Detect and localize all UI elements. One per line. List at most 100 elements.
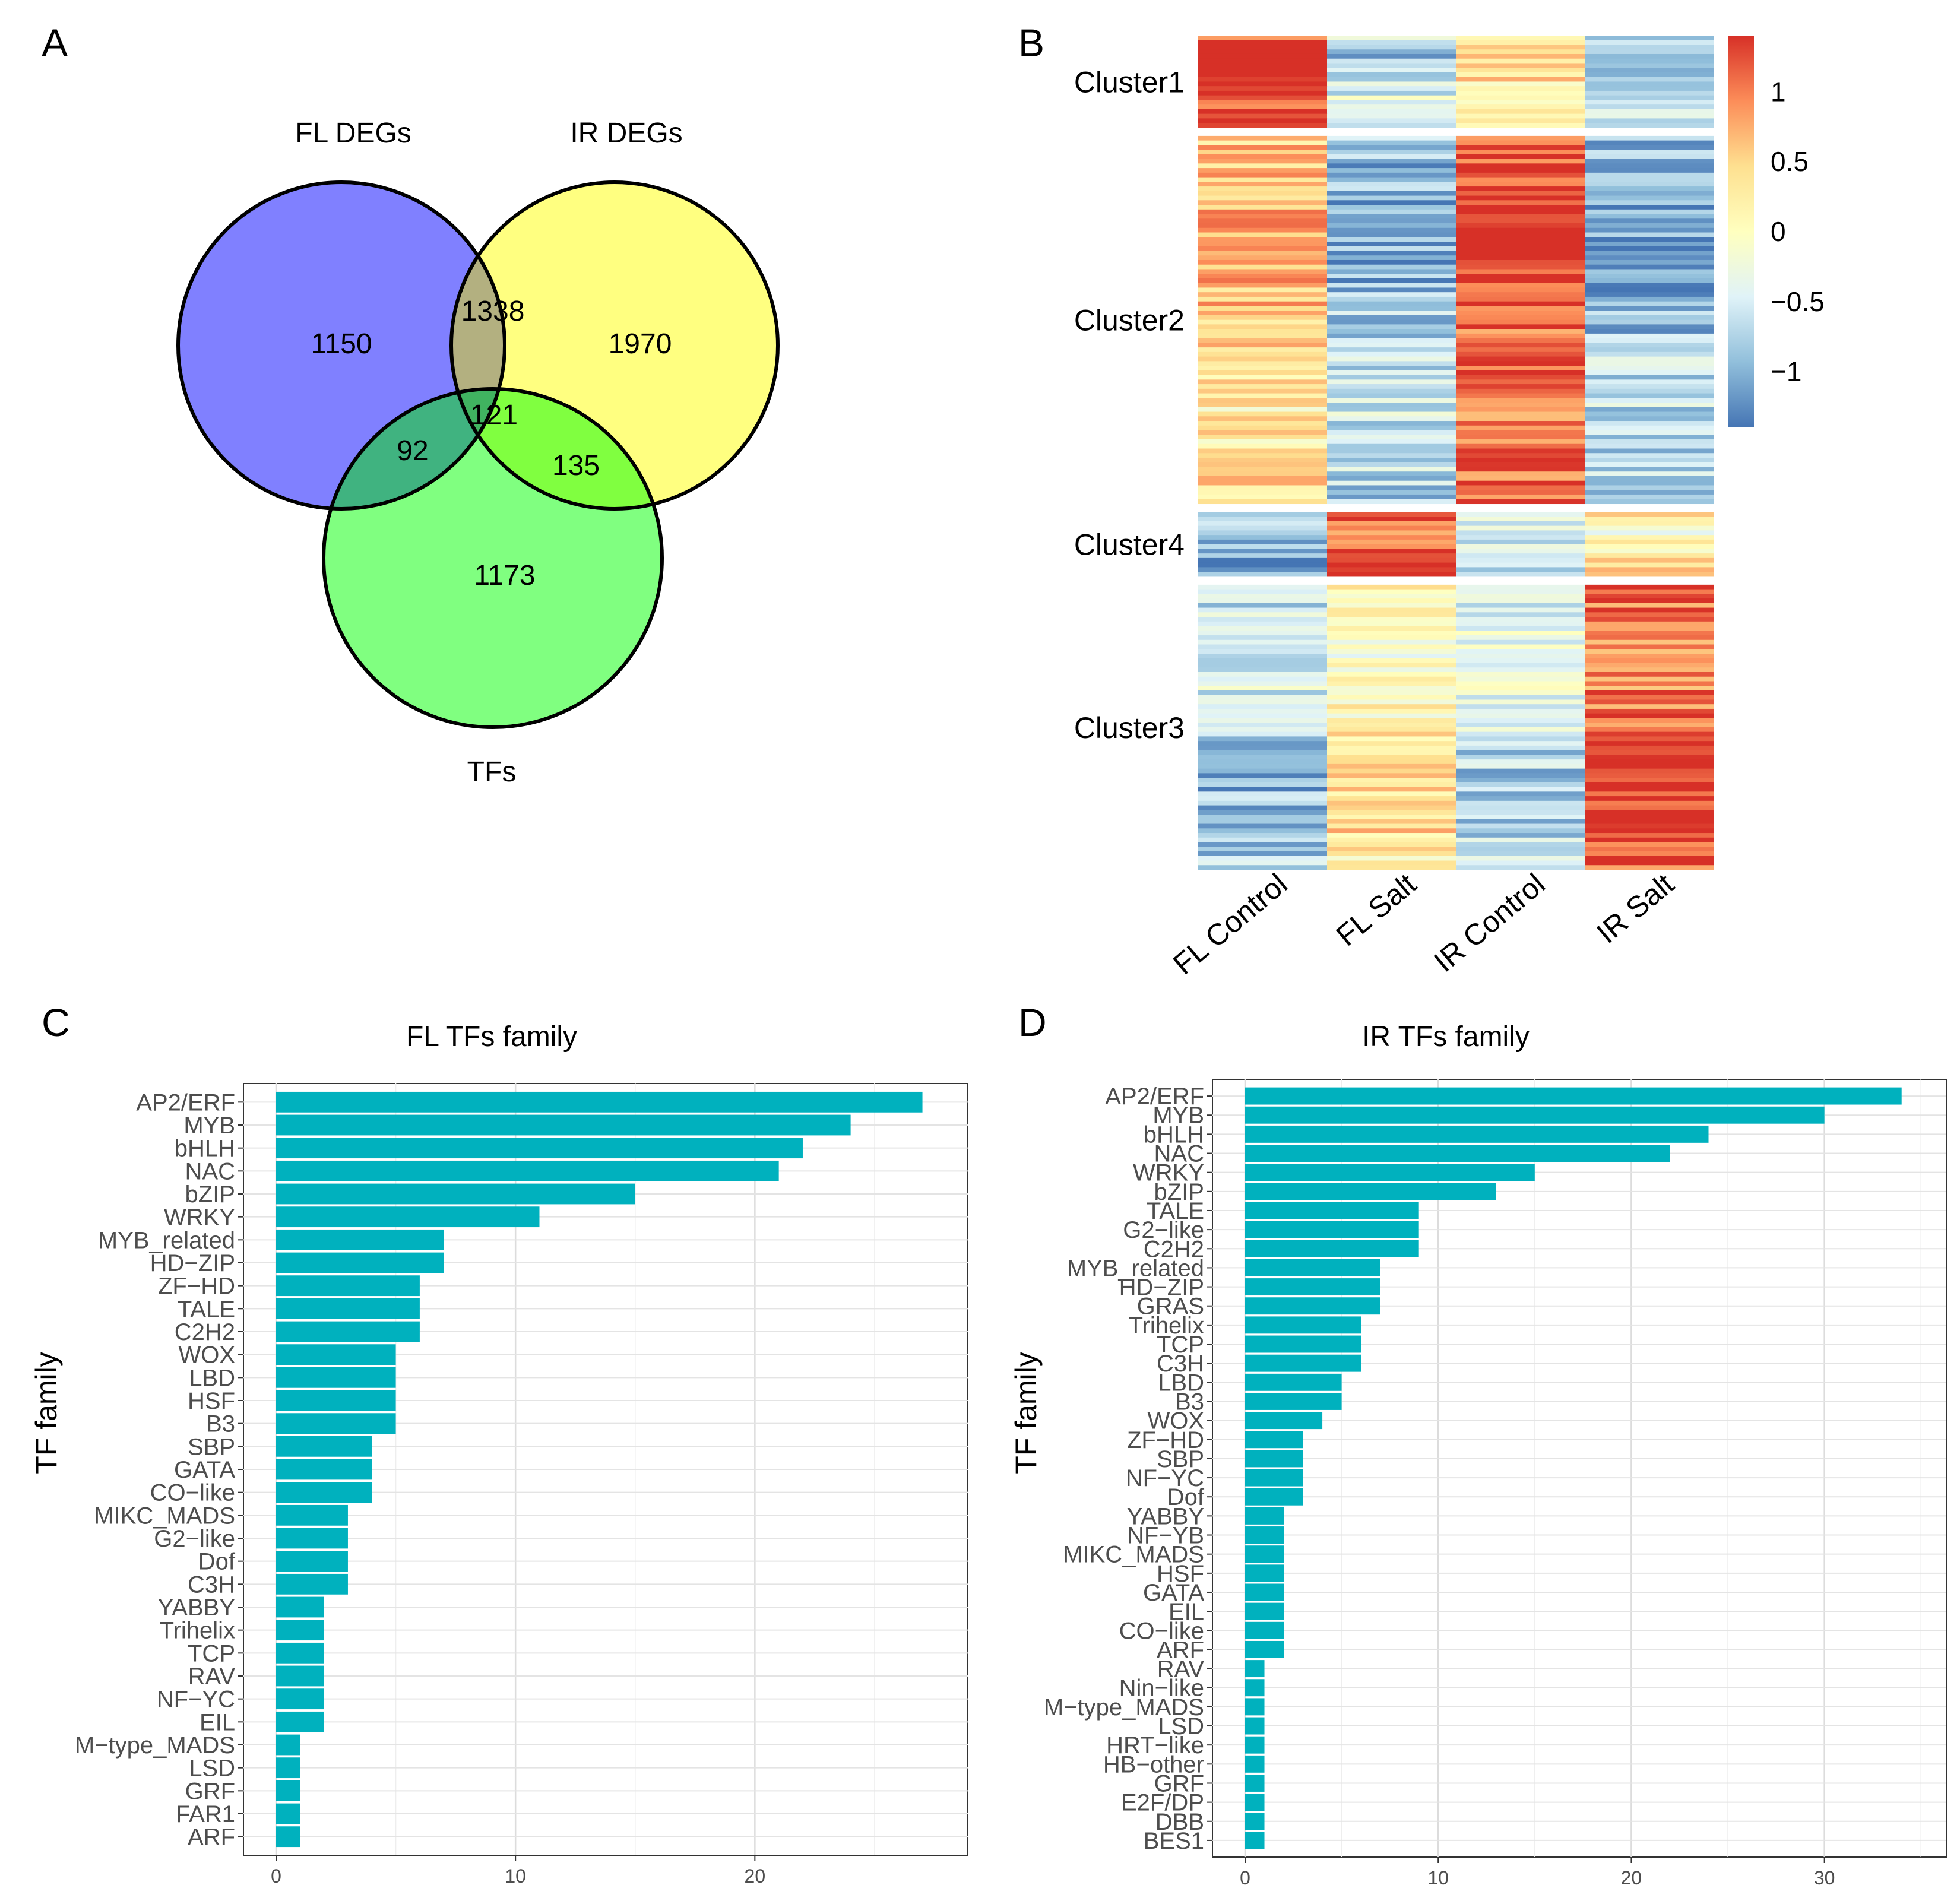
fl-bar-trihelix [276,1620,324,1641]
fl-bar-arf [276,1826,300,1848]
colorbar-gradient [1728,36,1754,427]
ir-category-label: RAV [1157,1656,1205,1683]
fl-category-label: EIL [200,1709,235,1735]
fl-category-label: SBP [188,1434,235,1460]
ir-category-label: DBB [1155,1809,1204,1835]
fl-plot-area: AP2/ERFMYBbHLHNACbZIPWRKYMYB_relatedHD−Z… [75,1083,968,1887]
fl-bar-grf [276,1780,300,1801]
ir-bar-tale [1245,1202,1419,1219]
venn-set-label-fl: FL DEGs [295,118,411,149]
venn-value-fl-only: 1150 [311,328,372,360]
fl-category-label: bZIP [185,1181,235,1208]
fl-bar-b3 [276,1413,396,1434]
venn-circles [176,180,780,729]
fl-bar-m-type-mads [276,1734,300,1756]
ir-bar-c3h [1245,1354,1361,1372]
fl-bar-co-like [276,1482,372,1503]
ir-bar-gata [1245,1583,1284,1601]
fl-category-label: B3 [206,1411,235,1437]
ir-bar-arf [1245,1640,1284,1658]
panel-label-d: D [1018,1000,1047,1044]
fl-category-label: MYB [183,1113,235,1139]
fl-category-label: HD−ZIP [150,1250,235,1276]
ir-bar-hb-other [1245,1755,1265,1773]
ir-bar-bzip [1245,1183,1496,1200]
fl-bar-c3h [276,1573,348,1595]
fl-bar-yabby [276,1596,324,1618]
ir-category-label: G2−like [1123,1217,1204,1243]
heatmap-cells [1198,36,1714,870]
ir-category-label: bHLH [1144,1121,1204,1148]
fl-bar-g2-like [276,1528,348,1549]
fl-category-label: GATA [174,1457,235,1483]
fl-category-label: C2H2 [175,1319,235,1345]
fl-category-label: TCP [188,1640,235,1666]
heatmap-cluster-labels: Cluster1 Cluster2 Cluster4 Cluster3 [1074,65,1185,744]
heatmap-cluster-cluster3 [1198,584,1714,870]
ir-bar-e2f-dp [1245,1794,1265,1811]
venn-value-ir-only: 1970 [609,328,672,360]
fl-bar-bhlh [276,1138,803,1159]
heatmap-cluster-cluster1 [1198,36,1714,128]
fl-bar-tale [276,1298,420,1319]
ir-category-label: SBP [1157,1446,1204,1472]
fl-bar-nf-yc [276,1688,324,1710]
cluster-label-cluster4: Cluster4 [1074,528,1185,562]
ir-category-label: HSF [1157,1561,1204,1587]
ir-category-label: NAC [1154,1141,1204,1167]
colorbar-tick: 0.5 [1771,146,1809,177]
heatmap-panel: B Cluster1 Cluster2 Cluster4 Cluster3 FL Co… [1018,21,1825,981]
fl-category-label: CO−like [150,1480,235,1506]
fl-bar-lsd [276,1757,300,1779]
ir-category-label: HD−ZIP [1119,1275,1204,1301]
ir-category-label: M−type_MADS [1044,1694,1204,1721]
fl-bar-sbp [276,1436,372,1457]
ir-bar-ap2-erf [1245,1087,1902,1105]
cluster-label-cluster1: Cluster1 [1074,65,1185,99]
fl-category-label: MIKC_MADS [94,1503,235,1529]
ir-chart-title: IR TFs family [1362,1021,1530,1053]
fl-bar-chart: C FL TFs family TF family AP2/ERFMYBbHLH… [30,1000,968,1887]
venn-set-label-tf: TFs [467,756,517,788]
ir-bar-yabby [1245,1507,1284,1525]
ir-bar-m-type-mads [1245,1698,1265,1716]
fl-category-label: YABBY [158,1595,235,1621]
fl-bar-hsf [276,1390,396,1411]
fl-category-label: ARF [188,1824,235,1851]
fl-category-label: C3H [188,1572,235,1598]
ir-bar-co-like [1245,1621,1284,1639]
cluster-label-cluster3: Cluster3 [1074,711,1185,744]
fl-bar-mikc-mads [276,1504,348,1526]
ir-bar-myb [1245,1106,1825,1124]
ir-category-label: ARF [1157,1637,1204,1663]
ir-bar-g2-like [1245,1221,1419,1238]
ir-bar-sbp [1245,1450,1303,1468]
fl-x-tick-label: 20 [745,1865,766,1887]
column-label-fl-salt: FL Salt [1330,867,1423,952]
column-label-ir-salt: IR Salt [1591,867,1680,949]
ir-bar-b3 [1245,1393,1342,1410]
fl-category-label: WRKY [164,1205,235,1231]
fl-category-label: RAV [188,1664,236,1690]
ir-plot-area: AP2/ERFMYBbHLHNACWRKYbZIPTALEG2−likeC2H2… [1044,1079,1947,1889]
fl-bar-hd-zip [276,1252,444,1273]
colorbar-tick: −0.5 [1771,286,1825,317]
ir-category-label: E2F/DP [1121,1790,1204,1816]
fl-bar-rav [276,1665,324,1687]
heatmap-cluster-cluster4 [1198,512,1714,577]
fl-y-axis-label: TF family [30,1352,63,1474]
fl-bar-lbd [276,1367,396,1388]
ir-category-label: CO−like [1119,1618,1204,1644]
ir-category-label: LSD [1158,1713,1204,1740]
fl-bar-nac [276,1160,779,1181]
fl-category-label: NAC [185,1158,235,1184]
column-label-fl-control: FL Control [1167,867,1293,981]
fl-category-label: HSF [188,1388,235,1414]
ir-category-label: MYB_related [1067,1255,1204,1281]
panel-label-a: A [42,21,68,65]
fl-bar-myb [276,1114,851,1136]
venn-value-tf-only: 1173 [474,560,535,591]
venn-overlap-fl-tf [324,389,505,509]
fl-bar-wrky [276,1206,540,1228]
fl-category-label: Trihelix [160,1618,235,1644]
